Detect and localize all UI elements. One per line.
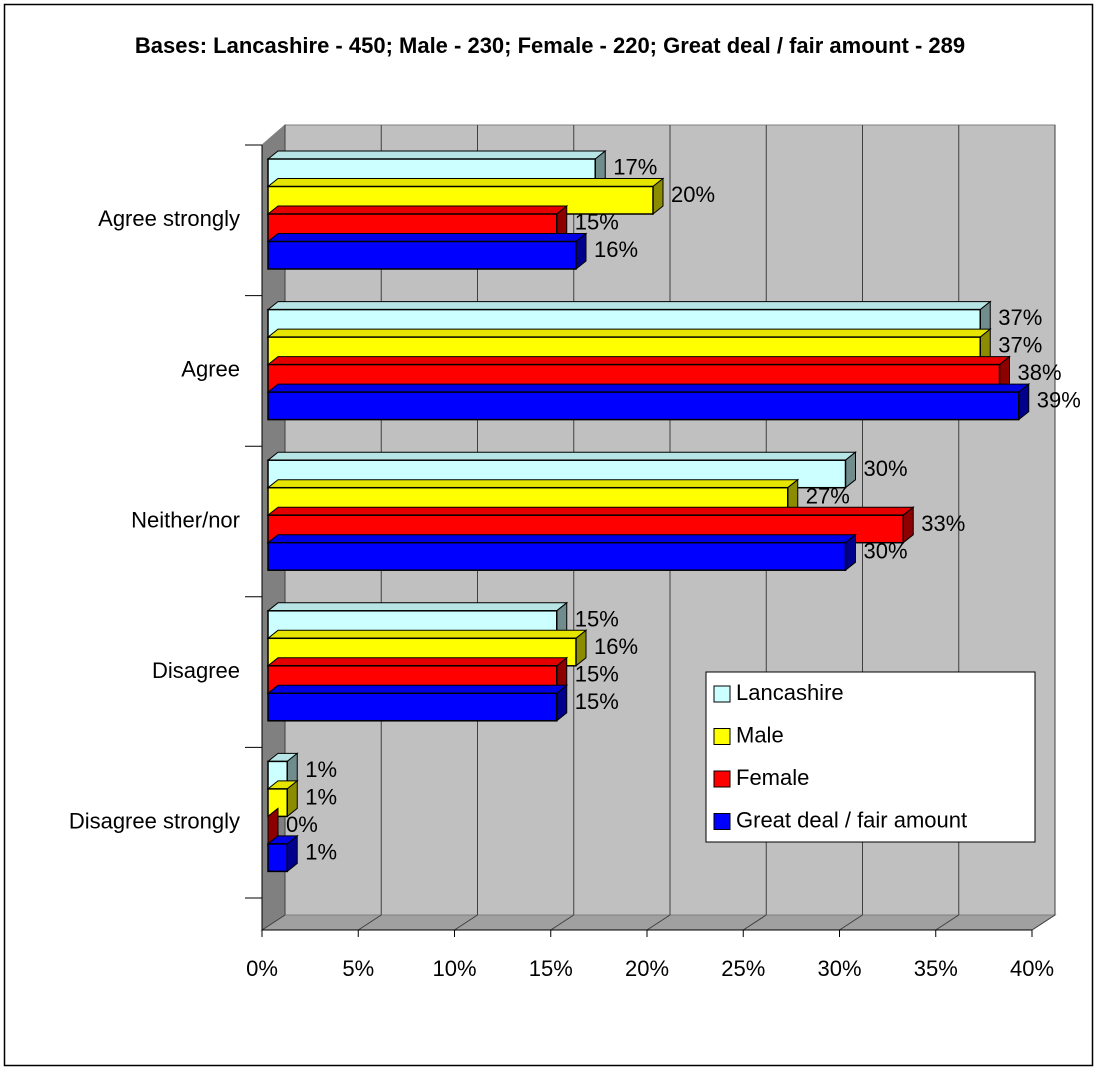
bar-shade [268, 233, 586, 242]
legend-swatch [713, 813, 731, 830]
bar-shade [653, 178, 663, 214]
data-label: 1% [305, 784, 337, 809]
x-tick-label: 0% [246, 956, 278, 981]
y-tick-label: Disagree strongly [69, 809, 240, 834]
bar-shade [287, 780, 298, 817]
bar-shade [268, 178, 663, 187]
floor-grid-line [646, 914, 671, 931]
data-label: 15% [575, 606, 619, 631]
legend-swatch [713, 770, 731, 788]
bar-shade [556, 206, 567, 242]
x-tick-label: 40% [1010, 956, 1054, 981]
bar-shade [268, 507, 914, 516]
bar-shade [999, 356, 1010, 393]
bar [267, 391, 1020, 421]
x-tick-label: 10% [432, 956, 476, 981]
bar-shade [845, 534, 856, 571]
floor-grid-line [839, 914, 863, 931]
data-label: 1% [305, 839, 337, 864]
bar-shade [556, 657, 567, 694]
data-label: 0% [286, 812, 318, 837]
bar-shade [576, 630, 586, 666]
legend-label: Lancashire [736, 680, 844, 705]
bar-shade [268, 685, 567, 694]
x-tick-label: 15% [529, 956, 573, 981]
bar-shade [268, 602, 567, 611]
bar-shade [268, 479, 798, 488]
bar-shade [845, 452, 856, 488]
floor-grid-line [550, 914, 575, 931]
bar-shade [268, 657, 567, 666]
bar-shade [268, 151, 606, 159]
bar-shade [576, 233, 586, 269]
data-label: 15% [575, 210, 619, 235]
bar [267, 541, 847, 571]
bar-shade [787, 479, 798, 516]
bar [267, 843, 288, 873]
bar-shade [287, 753, 298, 789]
y-tick-label: Neither/nor [131, 507, 240, 532]
data-label: 15% [575, 689, 619, 714]
floor-grid-line [261, 914, 286, 931]
chart-title: Bases: Lancashire - 450; Male - 230; Fem… [134, 33, 966, 58]
data-label: 1% [305, 757, 337, 782]
bar-shade [268, 206, 567, 214]
floor-grid-line [357, 914, 382, 931]
data-label: 27% [806, 483, 850, 508]
x-tick-label: 20% [625, 956, 669, 981]
data-label: 37% [998, 305, 1042, 330]
bar-shade [980, 301, 991, 338]
y-tick-label: Agree [181, 357, 240, 382]
bar-shade [268, 301, 991, 310]
legend-label: Great deal / fair amount [736, 807, 967, 832]
legend-label: Male [736, 722, 784, 747]
legend-label: Female [736, 765, 809, 790]
x-tick-label: 5% [342, 956, 374, 981]
data-label: 33% [921, 511, 965, 536]
bar-shade [268, 630, 586, 639]
data-label: 15% [575, 661, 619, 686]
bar-shade [556, 602, 567, 639]
bar-shade [268, 452, 856, 461]
bar [267, 240, 577, 270]
floor-grid-line [935, 914, 960, 931]
data-label: 20% [671, 182, 715, 207]
bar-shade [268, 534, 856, 543]
y-tick-label: Disagree [152, 658, 240, 683]
bar-shade [903, 507, 914, 543]
data-label: 16% [594, 237, 638, 262]
bar-shade [268, 835, 298, 844]
bar-shade [980, 329, 991, 365]
bar-shade [595, 151, 606, 187]
y-tick-label: Agree strongly [98, 206, 240, 231]
data-label: 30% [864, 456, 908, 481]
bar-shade [268, 780, 298, 789]
bar-shade [556, 685, 567, 721]
bar-shade [268, 356, 1010, 365]
x-tick-label: 35% [914, 956, 958, 981]
legend-swatch [713, 728, 731, 745]
x-tick-label: 30% [817, 956, 861, 981]
data-label: 39% [1037, 388, 1081, 413]
floor-grid-line [454, 914, 478, 931]
bar [267, 692, 558, 722]
bar-shade [268, 753, 298, 762]
bar-shade [268, 384, 1029, 393]
legend-swatch [713, 685, 731, 703]
data-label: 16% [594, 634, 638, 659]
x-tick-label: 25% [721, 956, 765, 981]
data-label: 37% [998, 333, 1042, 358]
bar-shade [268, 329, 991, 338]
bar-shade [1018, 384, 1029, 420]
bar-shade [268, 808, 278, 844]
legend-box [705, 671, 1036, 843]
floor-grid-line [742, 914, 767, 931]
data-label: 17% [613, 155, 657, 180]
data-label: 30% [864, 538, 908, 563]
data-label: 38% [1018, 360, 1062, 385]
bar-shade [287, 835, 298, 872]
floor-grid-line [1031, 914, 1056, 931]
